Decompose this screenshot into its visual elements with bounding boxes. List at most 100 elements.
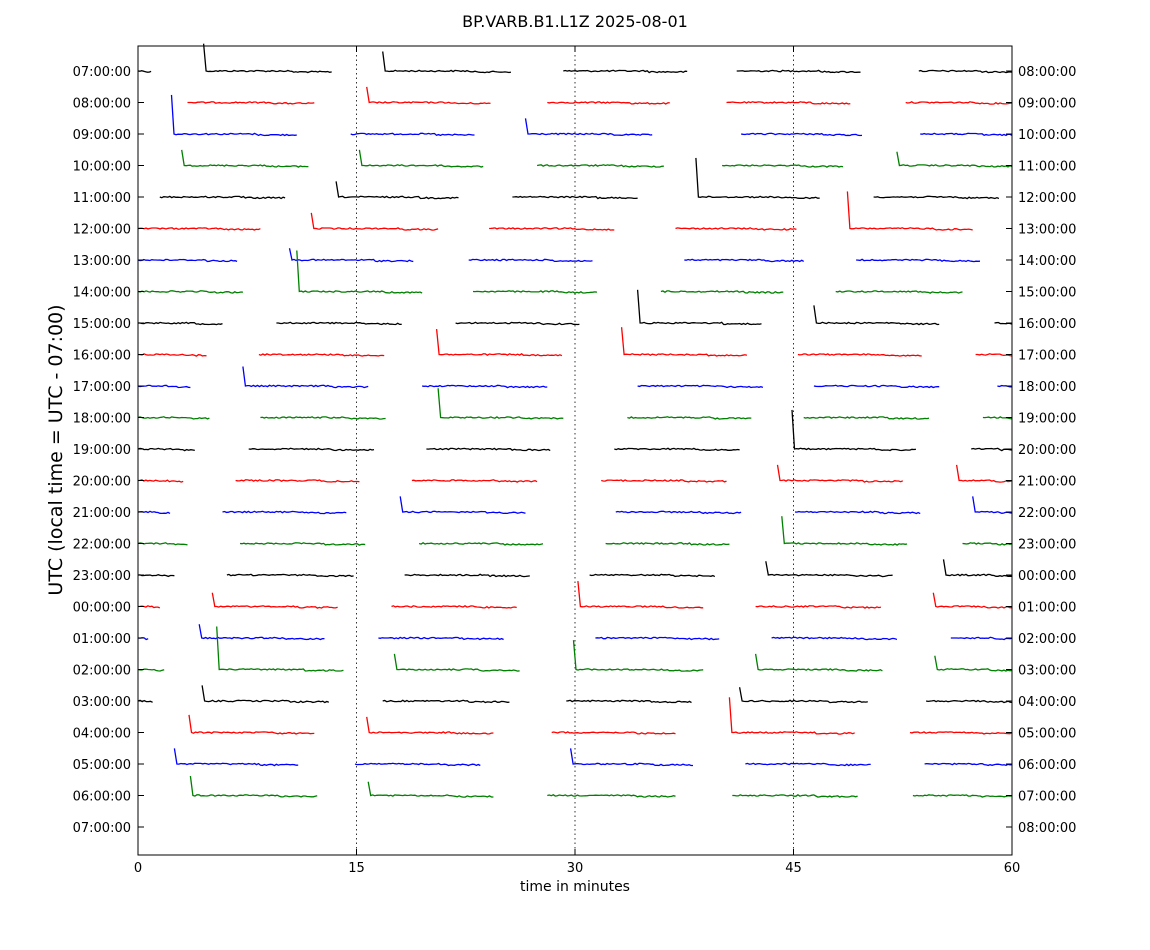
y-tick-label-right: 16:00:00 <box>1018 317 1076 332</box>
trace-segment <box>170 94 297 137</box>
trace-segment <box>765 561 893 578</box>
trace-row <box>137 191 973 231</box>
trace-row <box>187 86 1013 105</box>
trace-row <box>137 624 1013 641</box>
trace-segment <box>411 479 538 483</box>
trace-segment <box>137 416 210 420</box>
y-tick-label-left: 19:00:00 <box>73 443 131 458</box>
trace-segment <box>472 290 597 294</box>
trace-segment <box>367 781 494 798</box>
x-tick-label: 0 <box>134 861 142 876</box>
trace-segment <box>566 699 692 704</box>
trace-segment <box>547 794 676 798</box>
y-tick-label-left: 12:00:00 <box>73 223 131 238</box>
trace-segment <box>181 149 309 168</box>
trace-segment <box>636 289 762 326</box>
trace-segment <box>276 321 402 326</box>
trace-segment <box>524 118 653 137</box>
trace-row <box>189 775 1013 798</box>
trace-row <box>137 626 1013 672</box>
trace-segment <box>201 685 330 704</box>
trace-row <box>181 149 1013 168</box>
trace-segment <box>736 69 861 74</box>
y-tick-label-right: 14:00:00 <box>1018 254 1076 269</box>
x-tick-label: 45 <box>785 861 802 876</box>
seismic-traces <box>137 43 1013 798</box>
y-tick-label-right: 03:00:00 <box>1018 664 1076 679</box>
trace-segment <box>404 573 530 578</box>
trace-row <box>173 748 1013 767</box>
trace-segment <box>536 164 664 168</box>
trace-segment <box>962 542 1013 546</box>
trace-segment <box>173 748 299 767</box>
trace-segment <box>137 542 188 546</box>
y-tick-label-left: 02:00:00 <box>73 664 131 679</box>
trace-segment <box>437 388 564 420</box>
trace-segment <box>258 353 385 357</box>
trace-segment <box>627 416 752 420</box>
y-tick-label-right: 08:00:00 <box>1018 821 1076 836</box>
trace-row <box>137 248 981 263</box>
trace-segment <box>615 510 742 515</box>
y-tick-label-right: 21:00:00 <box>1018 475 1076 490</box>
trace-segment <box>239 542 366 546</box>
trace-segment <box>846 191 973 231</box>
y-tick-label-left: 11:00:00 <box>73 191 131 206</box>
trace-segment <box>577 581 704 609</box>
y-tick-label-right: 06:00:00 <box>1018 758 1076 773</box>
trace-segment <box>942 559 1013 577</box>
y-tick-label-left: 07:00:00 <box>73 65 131 80</box>
trace-segment <box>382 699 510 704</box>
trace-segment <box>972 496 1013 514</box>
y-tick-label-left: 07:00:00 <box>73 821 131 836</box>
trace-row <box>137 43 1013 74</box>
trace-segment <box>242 366 369 389</box>
chart-title: BP.VARB.B1.L1Z 2025-08-01 <box>462 12 688 31</box>
trace-segment <box>637 384 764 389</box>
trace-segment <box>382 51 511 74</box>
trace-row <box>159 157 1000 200</box>
trace-segment <box>137 574 175 578</box>
trace-segment <box>601 479 727 483</box>
trace-segment <box>187 101 315 105</box>
trace-segment <box>791 409 916 452</box>
trace-segment <box>211 592 338 609</box>
trace-segment <box>222 510 347 515</box>
trace-segment <box>137 290 243 294</box>
y-tick-label-left: 03:00:00 <box>73 695 131 710</box>
trace-segment <box>137 353 207 357</box>
y-axis-left: 07:00:00 08:00:00 09:00:00 10:00:00 11:00:00… <box>73 65 144 836</box>
y-tick-label-left: 00:00:00 <box>73 601 131 616</box>
trace-segment <box>358 149 484 168</box>
trace-segment <box>366 86 491 105</box>
y-tick-label-right: 07:00:00 <box>1018 790 1076 805</box>
trace-segment <box>159 195 286 200</box>
trace-segment <box>248 447 375 452</box>
trace-segment <box>776 464 904 483</box>
x-tick-label: 15 <box>348 861 365 876</box>
trace-segment <box>754 653 883 672</box>
trace-segment <box>745 762 871 767</box>
trace-segment <box>595 636 720 641</box>
trace-segment <box>296 250 423 294</box>
trace-segment <box>934 655 1013 672</box>
trace-segment <box>310 212 439 231</box>
trace-segment <box>909 731 1013 735</box>
trace-segment <box>137 258 238 263</box>
trace-row <box>137 559 1013 578</box>
trace-segment <box>803 416 930 420</box>
y-tick-label-left: 18:00:00 <box>73 412 131 427</box>
trace-segment <box>393 653 520 672</box>
y-tick-label-right: 02:00:00 <box>1018 632 1076 647</box>
trace-segment <box>905 101 1013 105</box>
trace-segment <box>920 132 1013 137</box>
trace-segment <box>738 687 868 704</box>
trace-segment <box>918 69 1013 74</box>
trace-segment <box>137 227 261 231</box>
trace-segment <box>563 69 688 74</box>
y-tick-label-left: 09:00:00 <box>73 128 131 143</box>
trace-segment <box>971 447 1013 452</box>
x-axis-label: time in minutes <box>520 879 630 895</box>
trace-segment <box>137 479 184 483</box>
